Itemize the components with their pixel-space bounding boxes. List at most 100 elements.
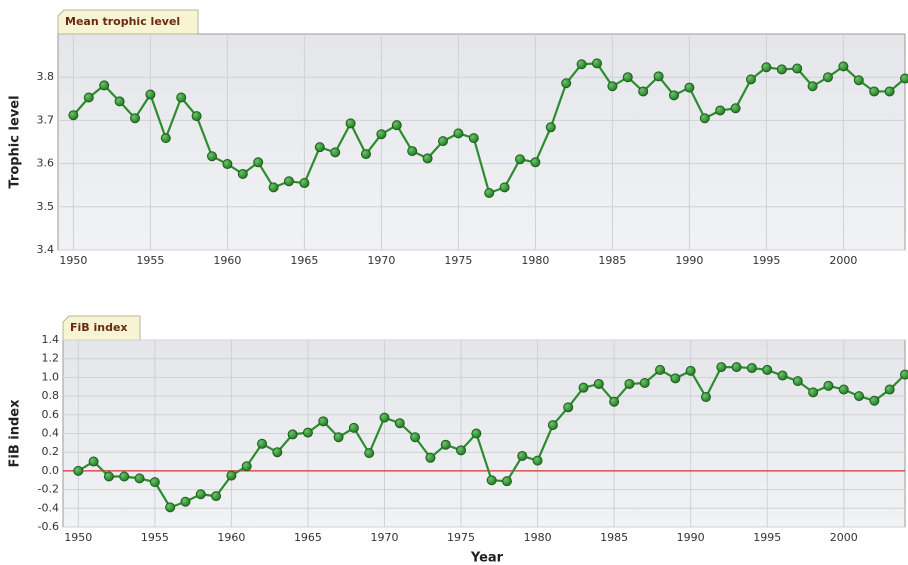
x-tick-label: 1975 xyxy=(444,254,472,267)
data-point xyxy=(103,471,114,482)
y-tick-label: -0.2 xyxy=(38,483,59,496)
x-tick-label: 1970 xyxy=(370,531,398,544)
data-point xyxy=(257,438,268,449)
data-point xyxy=(330,147,341,158)
data-point xyxy=(471,428,482,439)
data-point xyxy=(653,71,664,82)
data-point xyxy=(838,61,849,72)
y-tick-label: 3.6 xyxy=(37,157,55,170)
data-point xyxy=(284,176,294,187)
data-point xyxy=(900,73,908,84)
y-tick-label: -0.4 xyxy=(38,501,59,514)
title-tab xyxy=(57,9,199,35)
data-point xyxy=(638,86,649,97)
x-tick-label: 1990 xyxy=(675,254,703,267)
data-point xyxy=(211,491,222,502)
data-point xyxy=(379,412,390,423)
x-tick-label: 1955 xyxy=(136,254,164,267)
y-tick-label: 1.4 xyxy=(42,333,60,346)
data-point xyxy=(376,129,387,140)
x-tick-label: 2000 xyxy=(829,254,857,267)
x-tick-label: 1990 xyxy=(677,531,705,544)
data-point xyxy=(869,86,880,97)
data-point xyxy=(241,461,252,472)
data-point xyxy=(746,363,757,374)
data-point xyxy=(517,450,528,461)
data-point xyxy=(684,82,695,93)
data-point xyxy=(299,178,310,189)
data-point xyxy=(361,149,371,160)
x-tick-label: 1995 xyxy=(753,531,781,544)
y-tick-label: 3.7 xyxy=(37,113,55,126)
data-point xyxy=(624,378,635,389)
chart-title: FiB index xyxy=(70,321,128,334)
data-point xyxy=(134,473,145,484)
data-point xyxy=(348,422,359,433)
data-point xyxy=(900,369,908,380)
data-point xyxy=(73,465,84,476)
data-point xyxy=(869,395,880,406)
data-point xyxy=(191,111,202,122)
x-tick-label: 1985 xyxy=(598,254,626,267)
data-point xyxy=(345,118,356,129)
data-point xyxy=(226,470,237,481)
data-point xyxy=(669,90,679,101)
y-tick-label: 3.8 xyxy=(37,70,55,83)
data-point xyxy=(807,81,818,92)
data-point xyxy=(484,187,495,198)
data-point xyxy=(685,365,696,376)
data-point xyxy=(731,362,742,373)
data-point xyxy=(545,122,556,133)
x-tick-label: 2000 xyxy=(830,531,858,544)
x-tick-label: 1950 xyxy=(64,531,92,544)
y-tick-label: 0.4 xyxy=(42,427,60,440)
y-tick-label: 0.8 xyxy=(42,389,60,402)
data-point xyxy=(422,153,433,164)
data-point xyxy=(563,402,574,413)
x-tick-label: 1965 xyxy=(290,254,318,267)
data-point xyxy=(272,447,283,458)
data-point xyxy=(823,72,833,83)
data-point xyxy=(145,89,156,100)
data-point xyxy=(515,154,525,165)
data-point xyxy=(160,133,171,144)
data-point xyxy=(438,136,448,147)
x-tick-label: 1995 xyxy=(752,254,780,267)
data-point xyxy=(670,373,681,384)
x-tick-label: 1960 xyxy=(217,531,245,544)
data-point xyxy=(287,429,298,440)
y-axis-label: Trophic level xyxy=(8,95,23,188)
data-point xyxy=(391,120,402,131)
data-point xyxy=(364,448,375,459)
data-point xyxy=(593,378,604,389)
data-point xyxy=(222,159,233,170)
x-tick-label: 1980 xyxy=(524,531,552,544)
data-point xyxy=(83,92,94,103)
x-tick-label: 1970 xyxy=(367,254,395,267)
data-point xyxy=(88,456,99,467)
data-point xyxy=(486,475,497,486)
data-point xyxy=(639,378,650,389)
data-point xyxy=(561,78,572,89)
data-point xyxy=(838,384,849,395)
x-tick-label: 1955 xyxy=(141,531,169,544)
data-point xyxy=(440,439,451,450)
y-tick-label: 1.0 xyxy=(42,370,60,383)
data-point xyxy=(119,471,130,482)
data-point xyxy=(762,364,773,375)
x-tick-label: 1985 xyxy=(600,531,628,544)
data-point xyxy=(268,182,279,193)
y-tick-label: 3.4 xyxy=(37,243,55,256)
x-tick-label: 1975 xyxy=(447,531,475,544)
data-point xyxy=(237,168,248,179)
x-tick-label: 1950 xyxy=(59,254,87,267)
data-point xyxy=(68,110,79,121)
data-point xyxy=(530,157,541,168)
data-point xyxy=(407,146,418,157)
data-point xyxy=(314,142,325,153)
data-point xyxy=(318,416,329,427)
y-tick-label: 3.5 xyxy=(37,200,55,213)
data-point xyxy=(578,382,589,393)
data-point xyxy=(607,81,618,92)
data-point xyxy=(609,396,620,407)
